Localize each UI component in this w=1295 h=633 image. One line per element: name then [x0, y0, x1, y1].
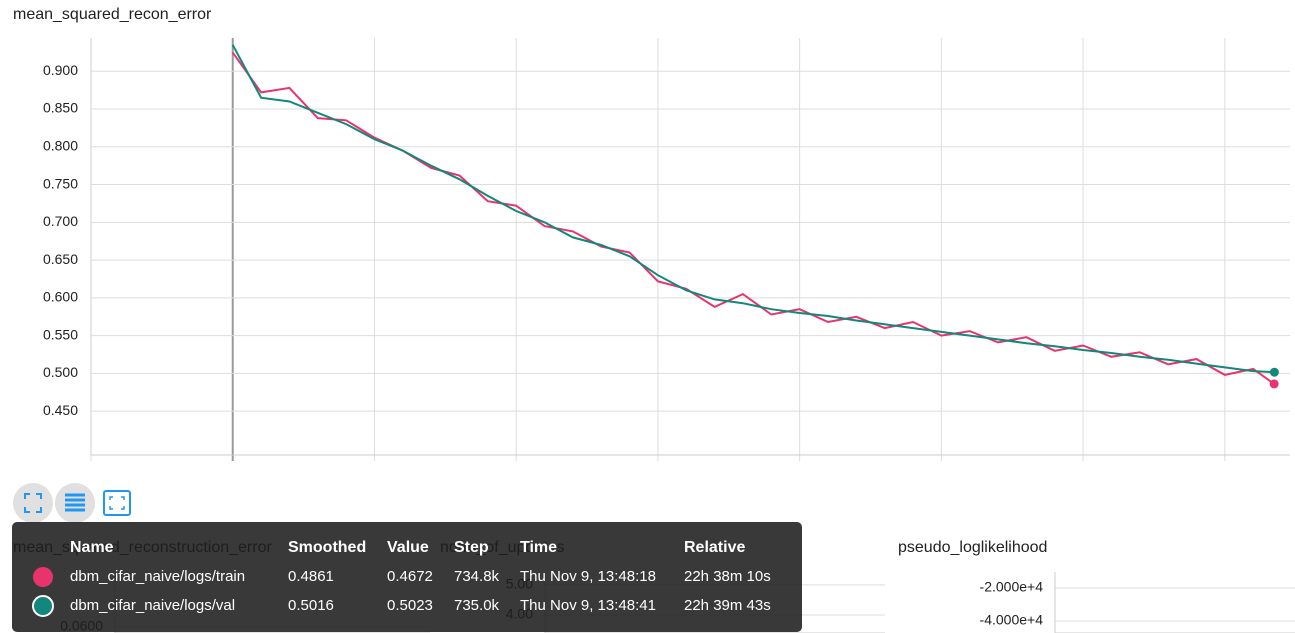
hover-point	[1269, 379, 1279, 389]
tooltip-smoothed: 0.4861	[288, 568, 334, 585]
y-tick-label: 0.500	[43, 364, 78, 380]
tooltip-time: Thu Nov 9, 13:48:18	[520, 568, 656, 585]
tooltip: Name Smoothed Value Step Time Relative dbm_cif…	[12, 522, 802, 632]
y-tick-label: 0.650	[43, 251, 78, 267]
tooltip-value: 0.4672	[387, 568, 433, 585]
tooltip-background	[12, 522, 802, 632]
y-tick-label: -4.000e+4	[980, 612, 1044, 628]
series-line	[231, 44, 1275, 374]
tooltip-header: Value	[387, 539, 429, 556]
y-tick-label: 0.800	[43, 137, 78, 153]
tooltip-step: 735.0k	[454, 597, 500, 614]
tooltip-header: Relative	[684, 539, 745, 556]
tooltip-relative: 22h 39m 43s	[684, 597, 771, 614]
y-tick-label: 0.550	[43, 326, 78, 342]
y-tick-label: 0.900	[43, 62, 78, 78]
fullscreen-button[interactable]	[13, 483, 53, 523]
tooltip-header: Time	[520, 539, 557, 556]
chart-title: mean_squared_recon_error	[13, 6, 212, 23]
log-scale-button[interactable]	[55, 483, 95, 523]
y-tick-label: 0.750	[43, 175, 78, 191]
fit-domain-button[interactable]	[103, 490, 131, 516]
y-tick-label: 0.850	[43, 100, 78, 116]
series-line	[231, 51, 1275, 385]
y-tick-label: 0.450	[43, 402, 78, 418]
chart-panel: pseudo_loglikelihood -4.000e+4 -2.000e+4	[898, 539, 1295, 633]
tooltip-swatch	[33, 567, 53, 587]
toolbar	[13, 483, 131, 523]
tooltip-header: Step	[454, 539, 489, 556]
tooltip-smoothed: 0.5016	[288, 597, 334, 614]
tooltip-swatch	[32, 595, 54, 617]
fit-icon	[109, 496, 125, 510]
tooltip-header: Smoothed	[288, 539, 366, 556]
y-tick-label: 0.700	[43, 213, 78, 229]
fullscreen-icon	[24, 493, 42, 513]
tooltip-name: dbm_cifar_naive/logs/train	[70, 568, 245, 585]
tooltip-header: Name	[70, 539, 114, 556]
list-icon	[65, 493, 85, 512]
tooltip-time: Thu Nov 9, 13:48:41	[520, 597, 656, 614]
y-tick-label: -2.000e+4	[980, 579, 1044, 595]
hover-point	[1269, 367, 1279, 377]
chart-panel: mean_squared_recon_error 0.450 0.500 0.550 0…	[13, 6, 1290, 461]
tooltip-name: dbm_cifar_naive/logs/val	[70, 597, 235, 614]
tooltip-relative: 22h 38m 10s	[684, 568, 771, 585]
y-tick-label: 0.600	[43, 289, 78, 305]
tooltip-step: 734.8k	[454, 568, 500, 585]
chart-title: pseudo_loglikelihood	[898, 539, 1047, 556]
tooltip-value: 0.5023	[387, 597, 433, 614]
